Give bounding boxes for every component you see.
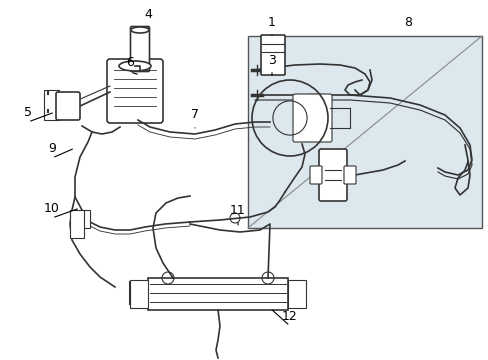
Bar [247,36,481,228]
Ellipse shape [119,61,151,71]
FancyBboxPatch shape [130,280,148,308]
Text: 4: 4 [144,8,152,21]
Text: 1: 1 [267,15,275,28]
FancyBboxPatch shape [287,280,305,308]
Ellipse shape [131,27,149,33]
FancyBboxPatch shape [107,59,163,123]
Text: 6: 6 [126,55,134,68]
Text: 3: 3 [267,54,275,67]
FancyBboxPatch shape [80,210,90,228]
FancyBboxPatch shape [309,166,321,184]
FancyBboxPatch shape [343,166,355,184]
FancyBboxPatch shape [56,92,80,120]
FancyBboxPatch shape [318,149,346,201]
Text: 12: 12 [282,310,297,323]
Text: 7: 7 [191,108,199,122]
Text: 8: 8 [403,15,411,28]
Text: 9: 9 [48,141,56,154]
Text: 11: 11 [230,203,245,216]
FancyBboxPatch shape [292,94,331,142]
Text: 5: 5 [24,105,32,118]
FancyBboxPatch shape [70,210,84,238]
Text: 10: 10 [44,202,60,215]
FancyBboxPatch shape [261,35,285,75]
FancyBboxPatch shape [44,90,59,120]
FancyBboxPatch shape [148,278,287,310]
FancyBboxPatch shape [130,27,149,72]
